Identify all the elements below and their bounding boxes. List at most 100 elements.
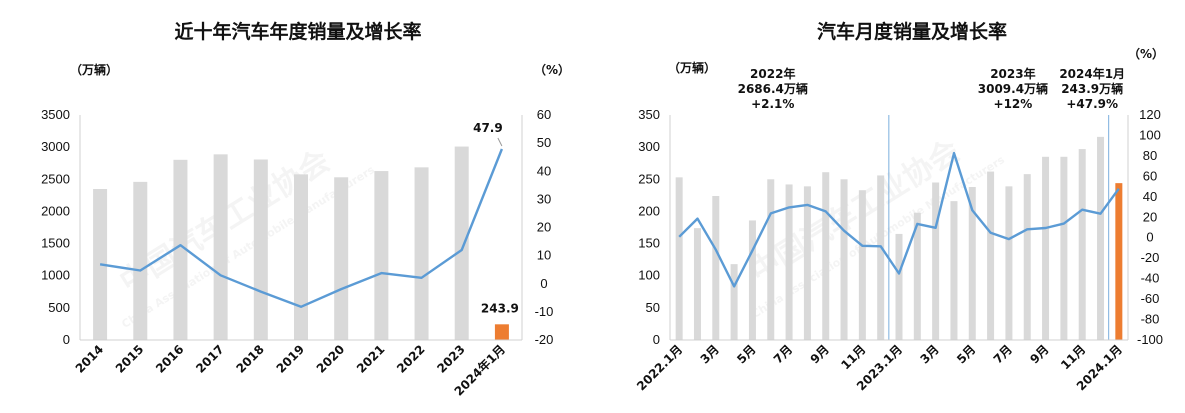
volume-bar	[693, 228, 701, 340]
x-tick-label: 2018	[233, 342, 267, 376]
right-tick-label: 20	[537, 220, 551, 235]
left-tick-label: 2500	[41, 171, 70, 186]
growth-rate-line	[678, 151, 1120, 288]
x-tick-label: 5月	[954, 342, 978, 366]
volume-bar	[1042, 156, 1050, 340]
left-tick-label: 500	[48, 300, 70, 315]
highlight-bar	[494, 324, 509, 340]
last-volume-label: 243.9	[481, 301, 519, 315]
right-tick-label: -20	[1141, 250, 1160, 265]
left-axis-unit: （万辆）	[668, 60, 716, 75]
x-tick-label: 11月	[1058, 342, 1088, 372]
right-tick-label: 30	[537, 191, 551, 206]
left-tick-label: 200	[638, 203, 660, 218]
right-tick-label: -80	[1141, 312, 1160, 327]
x-tick-label: 2017	[193, 342, 227, 376]
left-tick-label: 3000	[41, 139, 70, 154]
volume-bar	[822, 172, 830, 340]
volume-bar	[414, 167, 429, 340]
volume-bar	[1005, 186, 1013, 340]
x-tick-label: 2021	[354, 342, 388, 376]
volume-bar	[173, 159, 188, 340]
volume-bar	[213, 154, 228, 340]
x-tick-label: 11月	[838, 342, 868, 372]
year-summary-annotation: 3009.4万辆	[978, 81, 1048, 96]
volume-bar	[932, 182, 940, 340]
volume-bar	[767, 179, 775, 340]
volume-bar	[1097, 136, 1105, 340]
volume-bar	[913, 212, 921, 340]
volume-bar	[895, 233, 903, 340]
volume-bar	[712, 196, 720, 340]
year-summary-annotation: 2024年1月	[1059, 66, 1125, 81]
highlight-bar	[1115, 183, 1123, 340]
x-tick-label: 7月	[771, 342, 795, 366]
left-tick-label: 1500	[41, 236, 70, 251]
left-tick-label: 0	[63, 332, 70, 347]
right-tick-label: 100	[1139, 127, 1161, 142]
volume-bar	[1023, 174, 1031, 340]
left-axis-unit: （万辆）	[70, 62, 118, 77]
chart-title: 汽车月度销量及增长率	[817, 20, 1007, 43]
rate-label-leader	[497, 137, 503, 147]
x-tick-label: 2015	[113, 342, 147, 376]
growth-rate-line	[99, 148, 504, 308]
monthly-chart: 汽车月度销量及增长率 （万辆） （%） 中国汽车工业协会 China Assoc…	[634, 20, 1164, 393]
right-tick-label: -100	[1137, 332, 1163, 347]
x-tick-label: 5月	[734, 342, 758, 366]
x-tick-label: 3月	[698, 342, 722, 366]
right-tick-label: -40	[1141, 271, 1160, 286]
left-tick-label: 3500	[41, 107, 70, 122]
x-tick-label: 2019	[274, 342, 308, 376]
volume-bar	[877, 175, 885, 340]
last-rate-label: 47.9	[473, 121, 503, 135]
right-tick-label: 0	[1146, 230, 1153, 245]
left-tick-label: 100	[638, 268, 660, 283]
left-tick-label: 150	[638, 236, 660, 251]
chart-title: 近十年汽车年度销量及增长率	[174, 20, 421, 43]
right-tick-label: 0	[540, 276, 547, 291]
right-tick-label: 40	[537, 163, 551, 178]
right-tick-label: 20	[1143, 209, 1157, 224]
volume-bar	[253, 159, 268, 340]
x-tick-label: 7月	[991, 342, 1015, 366]
annual-chart-panel: 近十年汽车年度销量及增长率 （万辆） （%） 中国汽车工业协会 China As…	[0, 0, 590, 413]
volume-bar	[987, 171, 995, 340]
x-tick-label: 2023	[434, 342, 468, 376]
year-summary-annotation: +2.1%	[751, 97, 794, 111]
left-tick-label: 2000	[41, 203, 70, 218]
right-tick-label: 50	[537, 135, 551, 150]
volume-bar	[785, 184, 793, 340]
x-tick-label: 2022.1月	[634, 342, 685, 393]
volume-bar	[950, 201, 958, 340]
right-tick-label: 60	[1143, 168, 1157, 183]
volume-bar	[748, 220, 756, 340]
volume-bar	[133, 181, 148, 340]
right-tick-label: -20	[535, 332, 554, 347]
x-tick-label: 9月	[1027, 342, 1051, 366]
right-tick-label: 60	[537, 107, 551, 122]
x-tick-label: 2020	[314, 342, 348, 376]
left-tick-label: 300	[638, 139, 660, 154]
volume-bar	[840, 179, 848, 340]
right-tick-label: -10	[535, 304, 554, 319]
right-tick-label: 40	[1143, 189, 1157, 204]
year-summary-annotation: 243.9万辆	[1061, 81, 1123, 96]
volume-bar	[1078, 149, 1086, 340]
right-axis-unit: （%）	[1128, 46, 1164, 61]
volume-bar	[1060, 156, 1068, 340]
left-tick-label: 350	[638, 107, 660, 122]
x-tick-label: 3月	[917, 342, 941, 366]
year-summary-annotation: +12%	[994, 97, 1033, 111]
year-summary-annotation: 2022年	[750, 66, 795, 81]
right-axis-unit: （%）	[534, 62, 570, 77]
left-tick-label: 0	[653, 332, 660, 347]
x-tick-label: 2014	[73, 342, 107, 376]
right-tick-label: 120	[1139, 107, 1161, 122]
volume-bar	[374, 171, 389, 340]
left-tick-label: 1000	[41, 268, 70, 283]
right-tick-label: 80	[1143, 148, 1157, 163]
volume-bar	[334, 177, 349, 340]
volume-bar	[968, 187, 976, 340]
volume-bar	[675, 177, 683, 340]
